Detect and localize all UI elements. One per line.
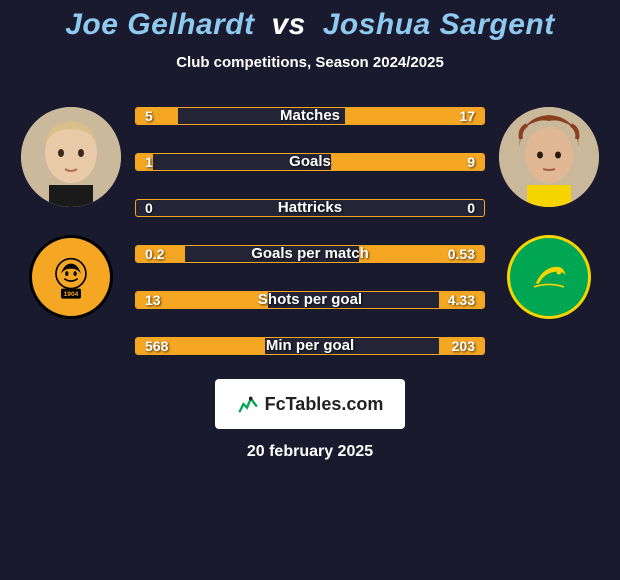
player2-club-crest [507, 235, 591, 319]
footer: FcTables.com 20 february 2025 [0, 379, 620, 461]
stat-value-right: 0 [467, 193, 475, 223]
svg-text:1904: 1904 [64, 291, 79, 298]
fctables-logo: FcTables.com [215, 379, 406, 429]
logo-text: FcTables.com [265, 394, 384, 415]
stat-value-right: 4.33 [448, 285, 475, 315]
stat-row: Min per goal568 203 [135, 331, 485, 361]
stat-row: Shots per goal13 4.33 [135, 285, 485, 315]
stat-value-right: 0.53 [448, 239, 475, 269]
stat-row: Matches5 17 [135, 101, 485, 131]
player1-avatar [21, 107, 121, 207]
stat-value-right: 203 [452, 331, 475, 361]
stat-value-left: 1 [145, 147, 153, 177]
stat-value-left: 13 [145, 285, 161, 315]
stat-label: Goals [135, 147, 485, 177]
stat-row: Goals1 9 [135, 147, 485, 177]
page-title: Joe Gelhardt vs Joshua Sargent [0, 8, 620, 42]
stats-column: Matches5 17 Goals1 9 Hattricks0 0 Goals per ma… [135, 99, 485, 361]
vs-text: vs [271, 8, 305, 41]
stat-value-left: 568 [145, 331, 168, 361]
stat-label: Goals per match [135, 239, 485, 269]
date: 20 february 2025 [0, 443, 620, 461]
stat-row: Hattricks0 0 [135, 193, 485, 223]
stat-label: Hattricks [135, 193, 485, 223]
stat-value-left: 0.2 [145, 239, 164, 269]
stat-value-right: 9 [467, 147, 475, 177]
stat-value-right: 17 [459, 101, 475, 131]
comparison-panel: 1904 Matches5 17 Goals1 9 Hattricks0 0 Goals p… [0, 99, 620, 361]
player2-avatar [499, 107, 599, 207]
left-side: 1904 [21, 99, 121, 319]
stat-label: Min per goal [135, 331, 485, 361]
player1-club-crest: 1904 [29, 235, 113, 319]
stat-value-left: 0 [145, 193, 153, 223]
subtitle: Club competitions, Season 2024/2025 [0, 54, 620, 71]
logo-icon [237, 393, 259, 415]
stat-label: Shots per goal [135, 285, 485, 315]
stat-row: Goals per match0.2 0.53 [135, 239, 485, 269]
player1-name: Joe Gelhardt [65, 8, 254, 41]
player2-name: Joshua Sargent [323, 8, 555, 41]
stat-value-left: 5 [145, 101, 153, 131]
stat-label: Matches [135, 101, 485, 131]
right-side [499, 99, 599, 319]
